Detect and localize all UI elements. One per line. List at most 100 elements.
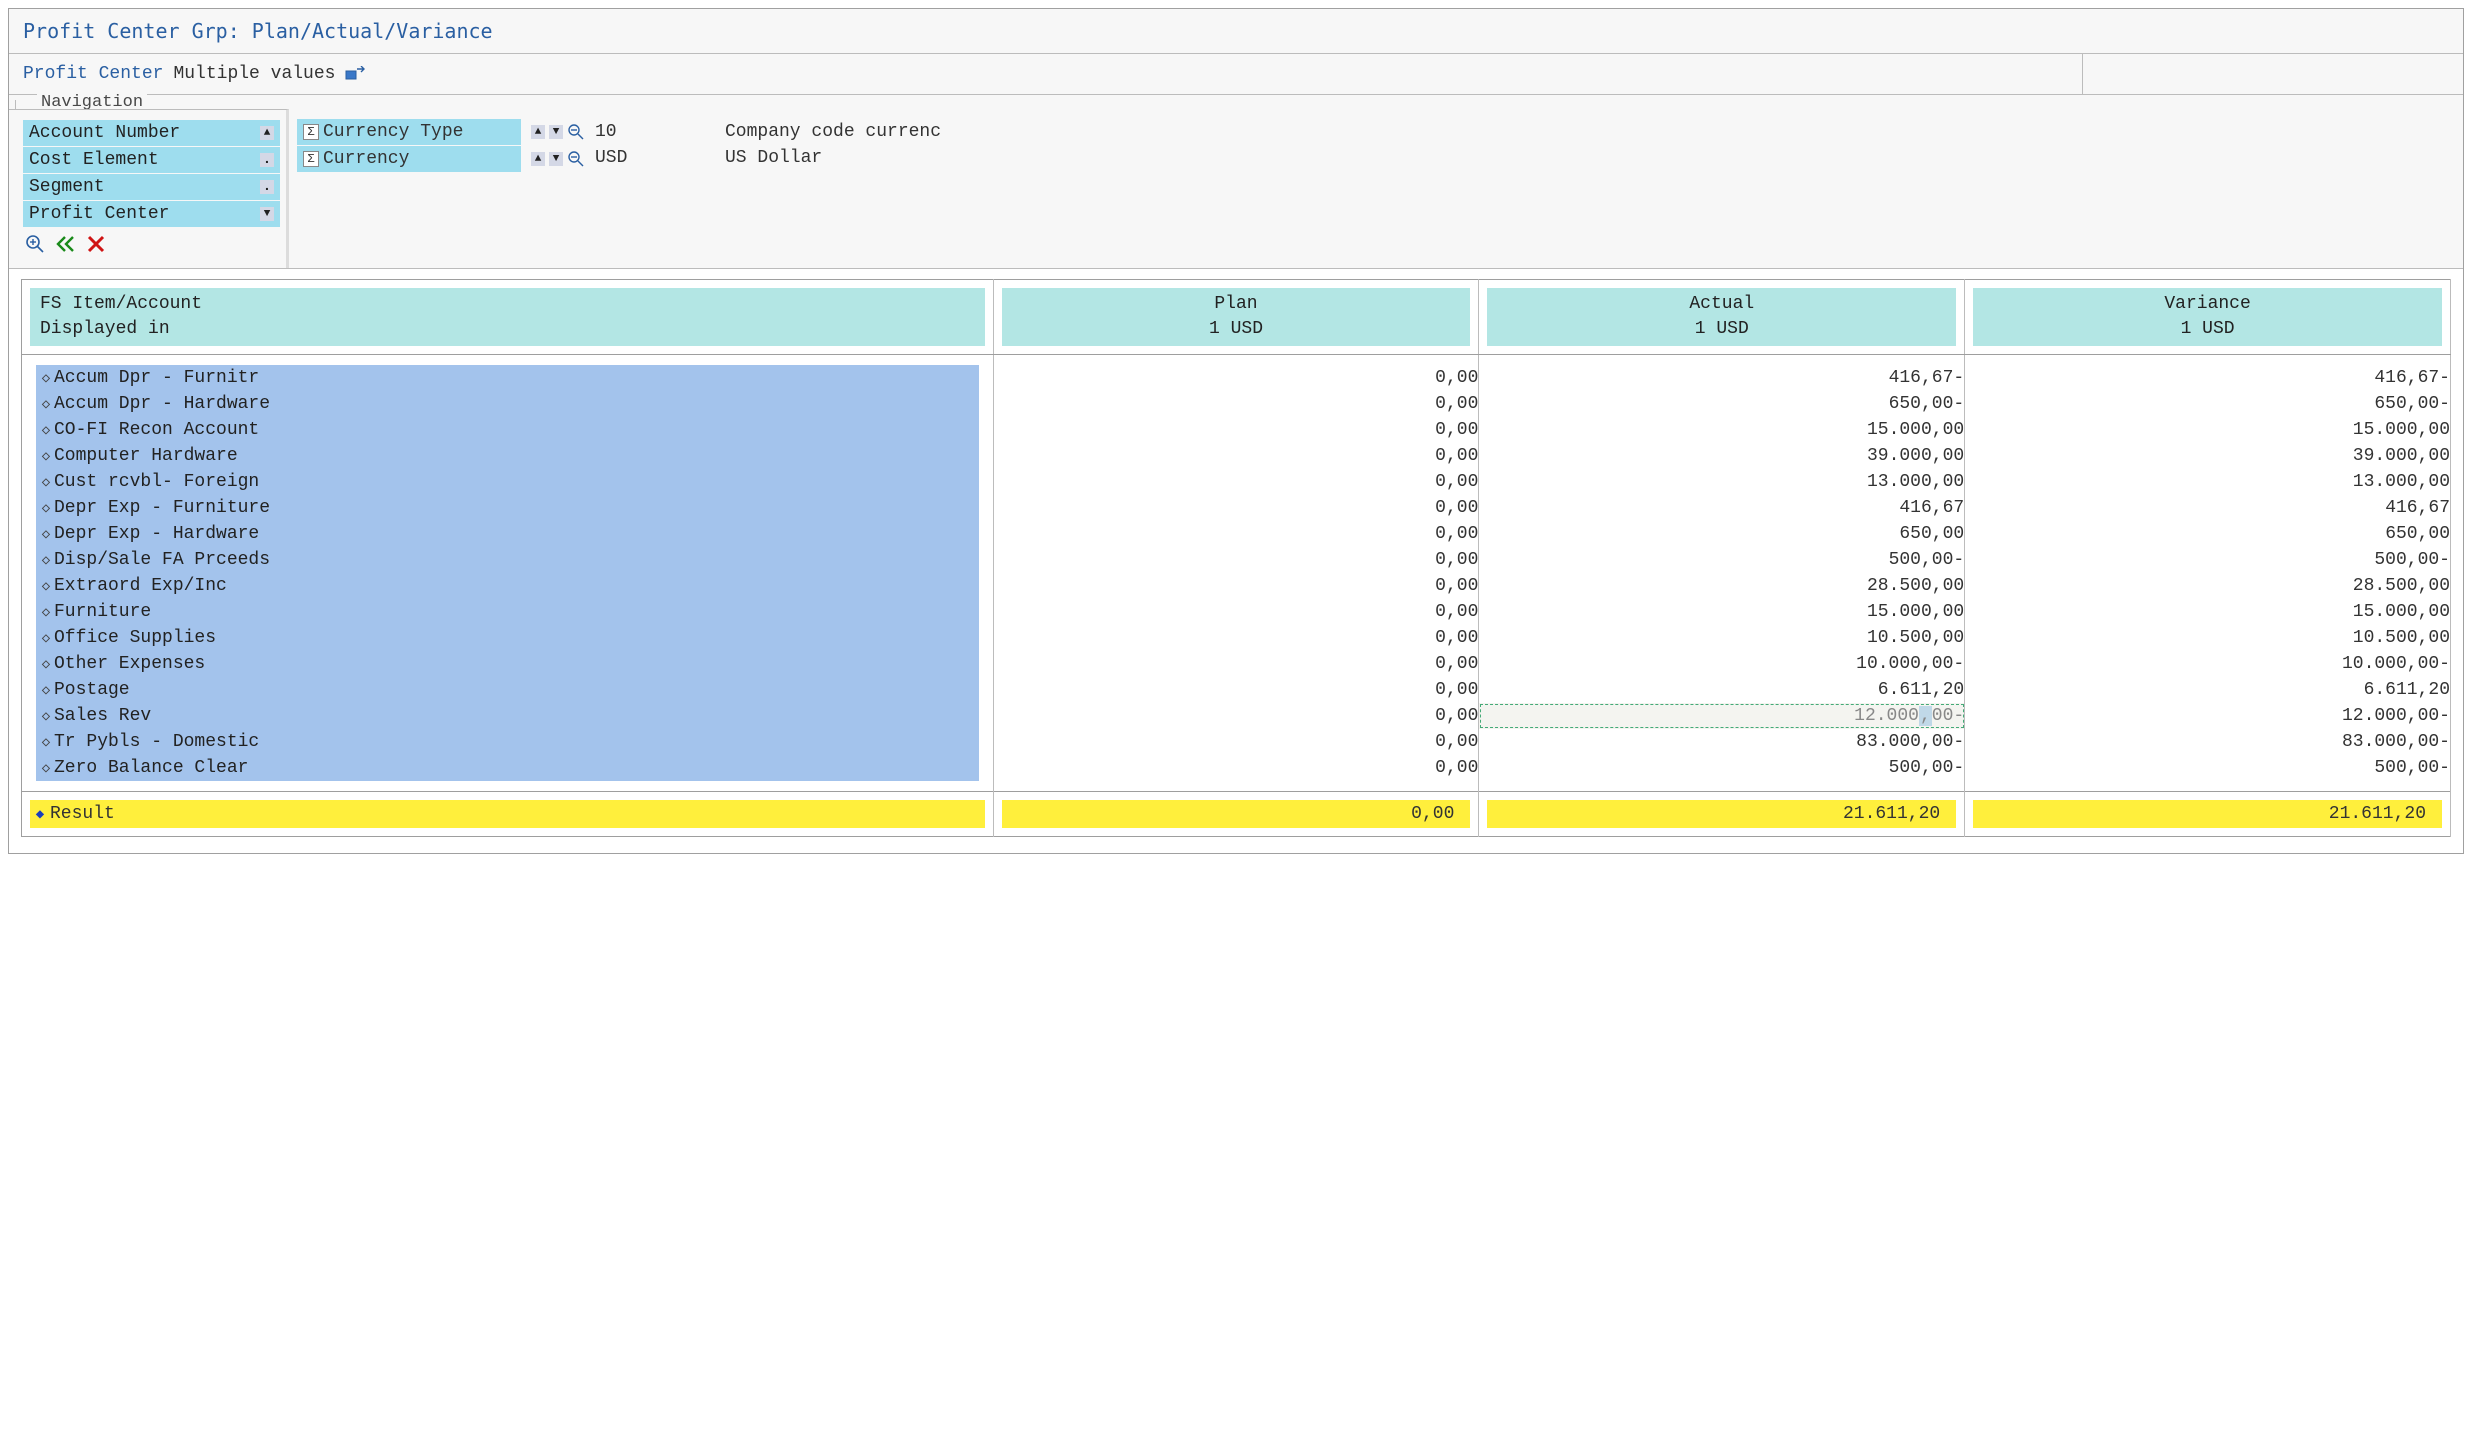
plan-cell[interactable]: 0,00 [993, 547, 1479, 573]
table-row[interactable]: ◇Accum Dpr - Hardware0,00650,00-650,00- [22, 391, 2451, 417]
actual-cell[interactable]: 500,00- [1479, 755, 1965, 792]
table-row[interactable]: ◇Computer Hardware0,0039.000,0039.000,00 [22, 443, 2451, 469]
actual-cell[interactable]: 13.000,00 [1479, 469, 1965, 495]
table-row[interactable]: ◇Furniture0,0015.000,0015.000,00 [22, 599, 2451, 625]
variance-cell[interactable]: 416,67- [1965, 355, 2451, 392]
dot-icon[interactable] [260, 180, 274, 194]
plan-cell[interactable]: 0,00 [993, 469, 1479, 495]
account-cell[interactable]: ◇Accum Dpr - Hardware [36, 391, 979, 417]
plan-cell[interactable]: 0,00 [993, 729, 1479, 755]
actual-cell[interactable]: 15.000,00 [1479, 417, 1965, 443]
close-x-icon[interactable] [87, 235, 105, 253]
table-row[interactable]: ◇CO-FI Recon Account0,0015.000,0015.000,… [22, 417, 2451, 443]
actual-cell[interactable]: 15.000,00 [1479, 599, 1965, 625]
account-cell[interactable]: ◇Other Expenses [36, 651, 979, 677]
variance-cell[interactable]: 15.000,00 [1965, 417, 2451, 443]
sort-down-icon[interactable] [260, 207, 274, 221]
table-row[interactable]: ◇Sales Rev0,0012.000,00-12.000,00- [22, 703, 2451, 729]
sort-down-icon[interactable] [549, 152, 563, 166]
account-cell[interactable]: ◇Postage [36, 677, 979, 703]
account-cell[interactable]: ◇Furniture [36, 599, 979, 625]
table-row[interactable]: ◇Other Expenses0,0010.000,00-10.000,00- [22, 651, 2451, 677]
account-cell[interactable]: ◇CO-FI Recon Account [36, 417, 979, 443]
actual-cell[interactable]: 500,00- [1479, 547, 1965, 573]
table-row[interactable]: ◇Cust rcvbl- Foreign0,0013.000,0013.000,… [22, 469, 2451, 495]
variance-cell[interactable]: 500,00- [1965, 547, 2451, 573]
actual-cell[interactable]: 10.000,00- [1479, 651, 1965, 677]
variance-cell[interactable]: 500,00- [1965, 755, 2451, 792]
sort-up-icon[interactable] [260, 126, 274, 140]
table-row[interactable]: ◇Depr Exp - Hardware0,00650,00650,00 [22, 521, 2451, 547]
navigation-item[interactable]: Profit Center [23, 201, 280, 227]
double-chevron-left-icon[interactable] [55, 235, 77, 253]
header-plan[interactable]: Plan 1 USD [1002, 288, 1471, 346]
table-row[interactable]: ◇Postage0,006.611,206.611,20 [22, 677, 2451, 703]
sort-up-icon[interactable] [531, 125, 545, 139]
account-cell[interactable]: ◇Sales Rev [36, 703, 979, 729]
actual-cell[interactable]: 6.611,20 [1479, 677, 1965, 703]
variance-cell[interactable]: 10.000,00- [1965, 651, 2451, 677]
actual-cell[interactable]: 416,67 [1479, 495, 1965, 521]
table-row[interactable]: ◇Office Supplies0,0010.500,0010.500,00 [22, 625, 2451, 651]
variance-cell[interactable]: 416,67 [1965, 495, 2451, 521]
account-cell[interactable]: ◇Disp/Sale FA Prceeds [36, 547, 979, 573]
actual-cell[interactable]: 416,67- [1479, 355, 1965, 392]
variance-cell[interactable]: 10.500,00 [1965, 625, 2451, 651]
magnifier-minus-icon[interactable] [567, 123, 585, 141]
variance-cell[interactable]: 83.000,00- [1965, 729, 2451, 755]
account-cell[interactable]: ◇Zero Balance Clear [36, 755, 979, 781]
table-row[interactable]: ◇Disp/Sale FA Prceeds0,00500,00-500,00- [22, 547, 2451, 573]
plan-cell[interactable]: 0,00 [993, 651, 1479, 677]
dot-icon[interactable] [260, 153, 274, 167]
plan-cell[interactable]: 0,00 [993, 625, 1479, 651]
actual-cell[interactable]: 28.500,00 [1479, 573, 1965, 599]
account-cell[interactable]: ◇Computer Hardware [36, 443, 979, 469]
variance-cell[interactable]: 6.611,20 [1965, 677, 2451, 703]
magnifier-minus-icon[interactable] [567, 150, 585, 168]
table-row[interactable]: ◇Zero Balance Clear0,00500,00-500,00- [22, 755, 2451, 792]
actual-cell[interactable]: 650,00 [1479, 521, 1965, 547]
plan-cell[interactable]: 0,00 [993, 703, 1479, 729]
characteristic-item[interactable]: ΣCurrency [297, 146, 521, 172]
variance-cell[interactable]: 13.000,00 [1965, 469, 2451, 495]
header-actual[interactable]: Actual 1 USD [1487, 288, 1956, 346]
account-cell[interactable]: ◇Office Supplies [36, 625, 979, 651]
variance-cell[interactable]: 12.000,00- [1965, 703, 2451, 729]
account-cell[interactable]: ◇Depr Exp - Hardware [36, 521, 979, 547]
navigation-item[interactable]: Segment [23, 174, 280, 200]
plan-cell[interactable]: 0,00 [993, 599, 1479, 625]
account-cell[interactable]: ◇Tr Pybls - Domestic [36, 729, 979, 755]
magnifier-plus-icon[interactable] [25, 234, 45, 254]
plan-cell[interactable]: 0,00 [993, 495, 1479, 521]
actual-cell[interactable]: 12.000,00- [1479, 703, 1965, 729]
characteristic-item[interactable]: ΣCurrency Type [297, 119, 521, 145]
account-cell[interactable]: ◇Accum Dpr - Furnitr [36, 365, 979, 391]
variance-cell[interactable]: 15.000,00 [1965, 599, 2451, 625]
table-row[interactable]: ◇Extraord Exp/Inc0,0028.500,0028.500,00 [22, 573, 2451, 599]
sort-down-icon[interactable] [549, 125, 563, 139]
plan-cell[interactable]: 0,00 [993, 521, 1479, 547]
plan-cell[interactable]: 0,00 [993, 573, 1479, 599]
plan-cell[interactable]: 0,00 [993, 391, 1479, 417]
sort-up-icon[interactable] [531, 152, 545, 166]
multiple-selection-icon[interactable] [345, 66, 365, 82]
table-row[interactable]: ◇Depr Exp - Furniture0,00416,67416,67 [22, 495, 2451, 521]
account-cell[interactable]: ◇Extraord Exp/Inc [36, 573, 979, 599]
table-row[interactable]: ◇Tr Pybls - Domestic0,0083.000,00-83.000… [22, 729, 2451, 755]
plan-cell[interactable]: 0,00 [993, 417, 1479, 443]
actual-cell[interactable]: 650,00- [1479, 391, 1965, 417]
actual-cell[interactable]: 39.000,00 [1479, 443, 1965, 469]
variance-cell[interactable]: 39.000,00 [1965, 443, 2451, 469]
actual-cell[interactable]: 83.000,00- [1479, 729, 1965, 755]
navigation-item[interactable]: Account Number [23, 120, 280, 146]
variance-cell[interactable]: 28.500,00 [1965, 573, 2451, 599]
header-variance[interactable]: Variance 1 USD [1973, 288, 2442, 346]
variance-cell[interactable]: 650,00- [1965, 391, 2451, 417]
plan-cell[interactable]: 0,00 [993, 755, 1479, 792]
result-label-cell[interactable]: ◆ Result [30, 800, 985, 828]
plan-cell[interactable]: 0,00 [993, 355, 1479, 392]
navigation-item[interactable]: Cost Element [23, 147, 280, 173]
plan-cell[interactable]: 0,00 [993, 677, 1479, 703]
actual-cell[interactable]: 10.500,00 [1479, 625, 1965, 651]
table-row[interactable]: ◇Accum Dpr - Furnitr0,00416,67-416,67- [22, 355, 2451, 392]
